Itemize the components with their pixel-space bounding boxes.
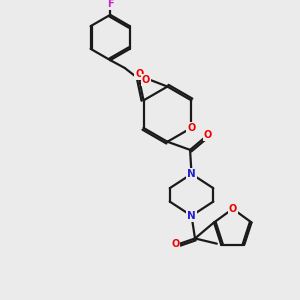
Text: O: O: [229, 204, 237, 214]
Text: O: O: [171, 239, 179, 249]
Text: O: O: [187, 123, 195, 133]
Text: O: O: [135, 69, 143, 79]
Text: F: F: [107, 0, 113, 9]
Text: N: N: [187, 169, 196, 179]
Text: O: O: [142, 75, 150, 85]
Text: O: O: [203, 130, 211, 140]
Text: N: N: [187, 211, 196, 221]
